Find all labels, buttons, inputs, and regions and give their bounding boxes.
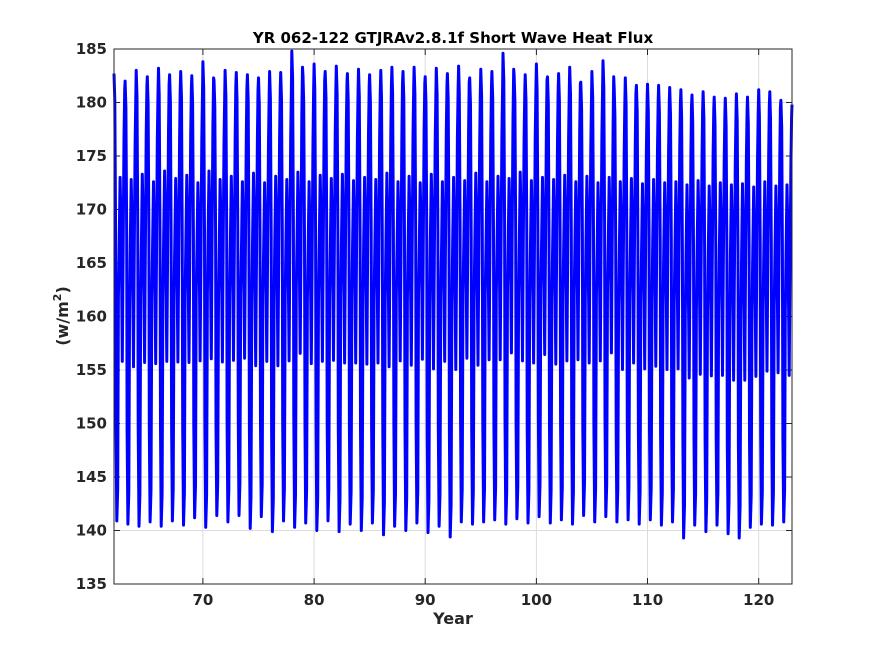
series-line-shortwave-heat-flux bbox=[112, 49, 794, 540]
y-axis-label-prefix: (w/m bbox=[53, 301, 72, 346]
y-tick-label: 160 bbox=[76, 308, 107, 326]
x-tick-label: 100 bbox=[521, 591, 552, 609]
y-tick-label: 180 bbox=[76, 94, 107, 112]
y-tick-labels: 135 140 145 150 155 160 165 170 175 180 185 bbox=[76, 40, 107, 593]
y-axis-label-superscript: 2 bbox=[51, 294, 64, 302]
y-tick-label: 155 bbox=[76, 361, 107, 379]
x-axis-label: Year bbox=[432, 609, 473, 628]
y-axis-label-suffix: ) bbox=[53, 286, 72, 293]
x-tick-label: 90 bbox=[415, 591, 436, 609]
x-tick-label: 70 bbox=[192, 591, 213, 609]
plot-area bbox=[112, 48, 794, 585]
y-tick-label: 135 bbox=[76, 575, 107, 593]
y-axis-label: (w/m2) bbox=[51, 286, 72, 346]
y-tick-label: 175 bbox=[76, 147, 107, 165]
axes-box bbox=[113, 48, 793, 585]
tick-marks bbox=[114, 48, 792, 585]
y-tick-label: 165 bbox=[76, 254, 107, 272]
y-tick-label: 185 bbox=[76, 40, 107, 58]
chart-title: YR 062-122 GTJRAv2.8.1f Short Wave Heat … bbox=[252, 29, 654, 47]
y-tick-label: 140 bbox=[76, 522, 107, 540]
y-tick-label: 150 bbox=[76, 415, 107, 433]
x-tick-label: 110 bbox=[632, 591, 663, 609]
y-tick-label: 145 bbox=[76, 468, 107, 486]
x-tick-labels: 70 80 90 100 110 120 bbox=[192, 591, 774, 609]
x-tick-label: 120 bbox=[743, 591, 774, 609]
y-tick-label: 170 bbox=[76, 201, 107, 219]
x-tick-label: 80 bbox=[304, 591, 325, 609]
